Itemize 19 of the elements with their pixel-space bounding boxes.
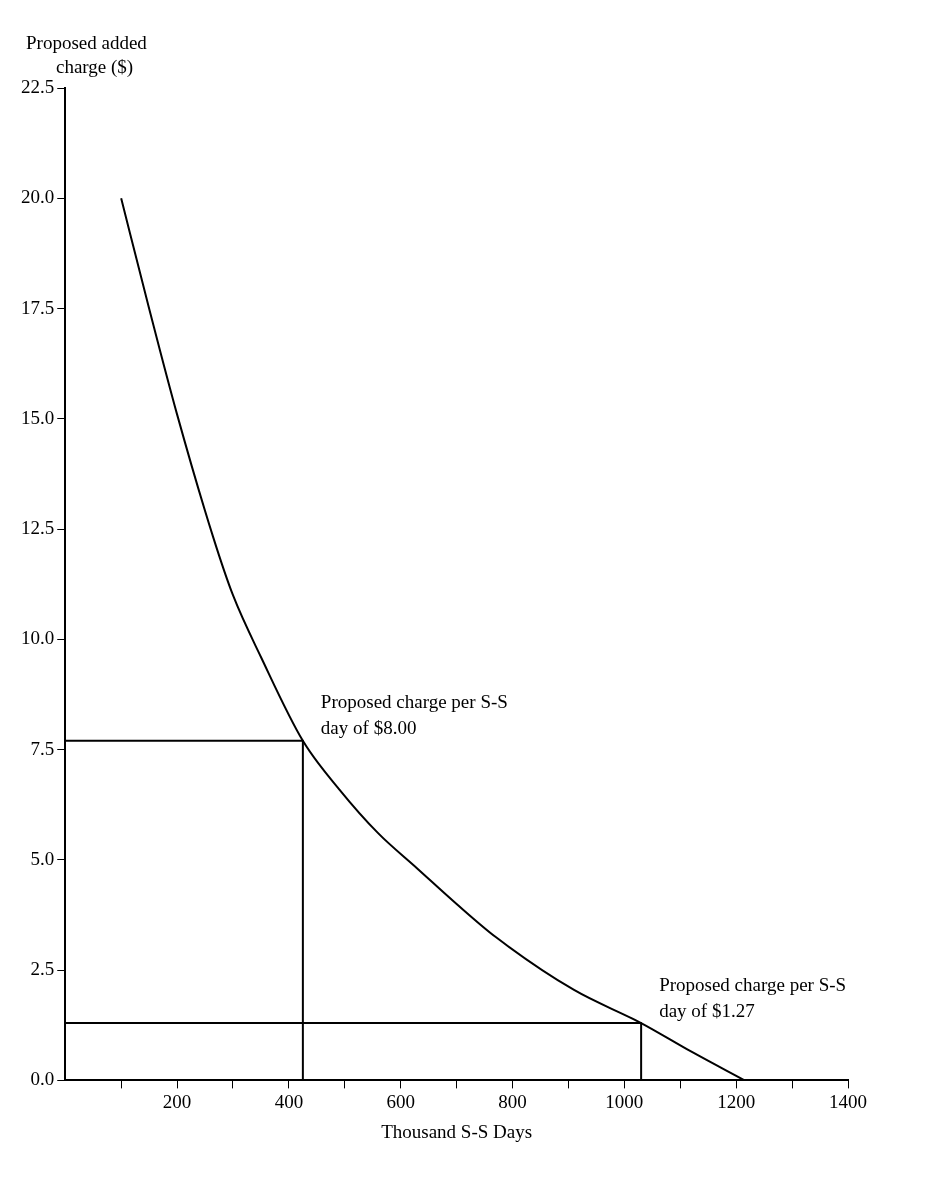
y-tick-label: 20.0 [21,186,55,208]
x-tick-label: 800 [498,1090,527,1112]
y-tick-label: 0.0 [30,1068,55,1090]
x-tick-label: 200 [162,1090,192,1112]
y-tick-label: 2.5 [30,958,55,980]
annotation: Proposed charge per S-S day of $1.27 [659,973,847,1021]
y-tick-label: 17.5 [21,296,55,318]
y-tick-label: 10.0 [21,627,55,649]
x-tick-label: 600 [386,1090,415,1112]
y-tick-label: 7.5 [30,737,55,759]
x-tick-label: 1200 [717,1090,756,1112]
x-tick-label: 1400 [829,1090,867,1112]
x-tick-label: 1000 [605,1090,644,1112]
annotation: Proposed charge per S-S day of $8.00 [320,691,508,739]
y-tick-label: 5.0 [30,847,55,869]
x-axis-title: Thousand S-S Days [381,1120,533,1142]
y-tick-label: 12.5 [21,517,55,539]
y-tick-label: 15.0 [21,406,55,428]
x-tick-label: 400 [274,1090,304,1112]
